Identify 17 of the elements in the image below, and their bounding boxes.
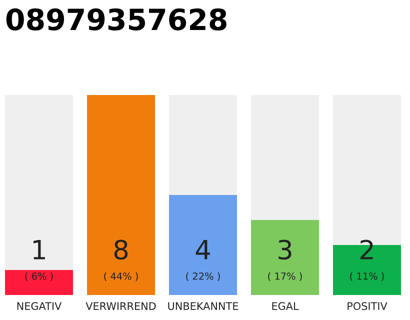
chart-title: 08979357628	[6, 8, 226, 30]
x-tick-label: VERWIRREND	[86, 302, 156, 310]
annotation: ( 44% )	[104, 272, 138, 281]
data-label: 1	[34, 240, 45, 260]
x-tick-label: UNBEKANNTE	[168, 302, 238, 310]
x-tick-label: NEGATIV	[17, 302, 62, 310]
annotation: ( 6% )	[25, 272, 53, 281]
annotation: ( 17% )	[268, 272, 302, 281]
annotation: ( 22% )	[186, 272, 220, 281]
x-tick-label: EGAL	[272, 302, 299, 310]
bar	[5, 270, 73, 295]
data-label: 4	[196, 240, 210, 260]
data-label: 2	[360, 240, 373, 260]
annotation: ( 11% )	[350, 272, 384, 281]
x-tick-label: POSITIV	[348, 302, 388, 310]
data-label: 8	[114, 240, 128, 260]
data-label: 3	[278, 240, 292, 260]
